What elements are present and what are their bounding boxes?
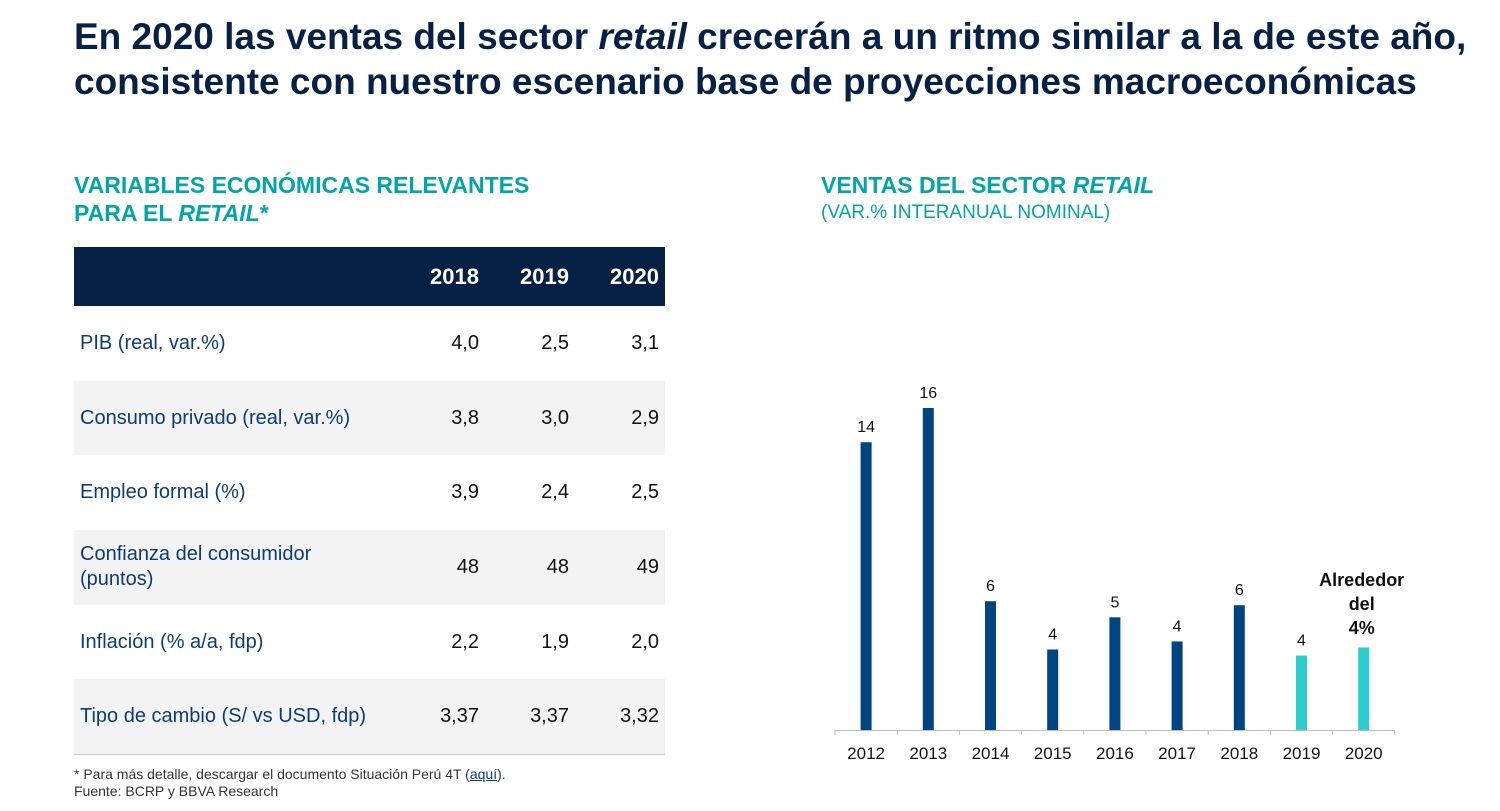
footnote: * Para más detalle, descargar el documen…: [74, 766, 506, 800]
data-label-2018: 6: [1235, 582, 1244, 599]
title-text: En 2020 las ventas del sector: [74, 16, 599, 57]
x-tick-label-2018: 2018: [1220, 744, 1258, 763]
cell-2019: 48: [485, 530, 575, 605]
row-label: Tipo de cambio (S/ vs USD, fdp): [74, 679, 409, 756]
cell-2018: 3,37: [409, 679, 485, 756]
table-title-line2: PARA EL RETAIL*: [74, 199, 634, 227]
bar-2016: [1109, 617, 1121, 730]
chart-title-italic: RETAIL: [1072, 172, 1155, 198]
table-title-asterisk: *: [259, 200, 269, 226]
cell-2020: 49: [575, 530, 665, 605]
header-cell-2019: 2019: [485, 247, 575, 306]
table-row: Inflación (% a/a, fdp) 2,2 1,9 2,0: [74, 605, 665, 680]
data-label-2014: 6: [986, 578, 995, 595]
cell-2019: 3,37: [485, 679, 575, 756]
chart-title-prefix: VENTAS DEL SECTOR: [821, 172, 1073, 198]
table-section-title: VARIABLES ECONÓMICAS RELEVANTES PARA EL …: [74, 171, 634, 227]
cell-2019: 2,5: [541, 331, 569, 354]
annotation-line: 4%: [1349, 618, 1375, 638]
x-tick-label-2020: 2020: [1345, 744, 1383, 763]
download-link[interactable]: aquí: [469, 766, 498, 782]
header-cell-2018: 2018: [409, 247, 485, 306]
bar-2017: [1171, 641, 1183, 730]
cell-2019: 3,0: [485, 380, 575, 456]
chart-title: VENTAS DEL SECTOR RETAIL: [821, 171, 1421, 199]
table-header-row: 2018 2019 2020: [74, 247, 665, 306]
x-tick-label-2016: 2016: [1096, 744, 1134, 763]
title-text-end: crecerán a un ritmo similar a la de este…: [74, 16, 1467, 102]
table-title-prefix: PARA EL: [74, 200, 179, 226]
cell-2019: 2,4: [541, 481, 569, 504]
bar-2020: [1358, 647, 1370, 730]
row-label-line2: (puntos): [80, 568, 154, 591]
x-tick-label-2017: 2017: [1158, 744, 1196, 763]
economic-variables-table: 2018 2019 2020 PIB (real, var.%) 4,0 2,5…: [74, 247, 665, 756]
bar-2014: [985, 601, 996, 730]
footnote-text: * Para más detalle, descargar el documen…: [74, 766, 470, 782]
table-title-italic: RETAIL: [178, 200, 260, 226]
cell-2018: 48: [409, 530, 485, 605]
cell-2018: 3,9: [451, 481, 479, 504]
x-tick-label-2019: 2019: [1283, 744, 1321, 763]
annotation-line: Alrededor: [1319, 570, 1404, 590]
annotation-line: del: [1349, 594, 1375, 614]
chart-subtitle: (VAR.% INTERANUAL NOMINAL): [821, 202, 1111, 223]
bar-2018: [1233, 605, 1245, 730]
bar-2013: [922, 408, 934, 730]
x-tick-label-2015: 2015: [1034, 744, 1072, 763]
table-title-line1: VARIABLES ECONÓMICAS RELEVANTES: [74, 172, 530, 198]
cell-2020: 2,5: [631, 481, 659, 504]
row-label: Empleo formal (%): [80, 481, 246, 504]
row-label: Consumo privado (real, var.%): [74, 380, 409, 456]
cell-2020: 2,9: [575, 380, 665, 456]
header-cell-empty: [74, 247, 409, 306]
data-label-2016: 5: [1110, 594, 1119, 611]
row-label: Inflación (% a/a, fdp): [80, 630, 264, 653]
data-label-2015: 4: [1048, 627, 1057, 644]
data-label-2013: 16: [919, 385, 937, 402]
table-row: Empleo formal (%) 3,9 2,4 2,5: [74, 455, 665, 530]
retail-sales-chart: 14 2012 16 2013 6 2014 4 2015 5 2016 4 2017 6 2018 4 20…: [834, 385, 1404, 763]
cell-2020: 2,0: [631, 630, 659, 653]
data-label-2017: 4: [1173, 618, 1182, 635]
table-row: PIB (real, var.%) 4,0 2,5 3,1: [74, 306, 665, 381]
cell-2019: 1,9: [541, 630, 569, 653]
source-note: Fuente: BCRP y BBVA Research: [74, 783, 279, 799]
header-cell-2020: 2020: [575, 247, 665, 306]
row-label: PIB (real, var.%): [80, 331, 226, 354]
cell-2018: 2,2: [451, 630, 479, 653]
x-tick-label-2013: 2013: [909, 744, 947, 763]
footnote-text-end: ).: [497, 766, 506, 782]
page-title: En 2020 las ventas del sector retail cre…: [74, 14, 1474, 104]
data-label-2012: 14: [857, 419, 875, 436]
row-label: Confianza del consumidor (puntos): [74, 530, 409, 605]
table-row: Confianza del consumidor (puntos) 48 48 4…: [74, 530, 665, 605]
cell-2018: 4,0: [451, 331, 479, 354]
cell-2018: 3,8: [409, 380, 485, 456]
x-tick-label-2012: 2012: [847, 744, 885, 763]
footnote-line1: * Para más detalle, descargar el documen…: [74, 766, 506, 783]
bar-2019: [1296, 655, 1307, 730]
bar-2012: [860, 442, 872, 730]
table-row: Consumo privado (real, var.%) 3,8 3,0 2,…: [74, 380, 665, 456]
data-label-2019: 4: [1297, 633, 1306, 650]
row-label-line1: Confianza del consumidor: [80, 543, 312, 566]
bar-2015: [1047, 649, 1059, 730]
table-row: Tipo de cambio (S/ vs USD, fdp) 3,37 3,3…: [74, 679, 665, 756]
cell-2020: 3,1: [631, 331, 659, 354]
cell-2020: 3,32: [575, 679, 665, 756]
x-tick-label-2014: 2014: [972, 744, 1010, 763]
title-italic-text: retail: [598, 16, 687, 57]
